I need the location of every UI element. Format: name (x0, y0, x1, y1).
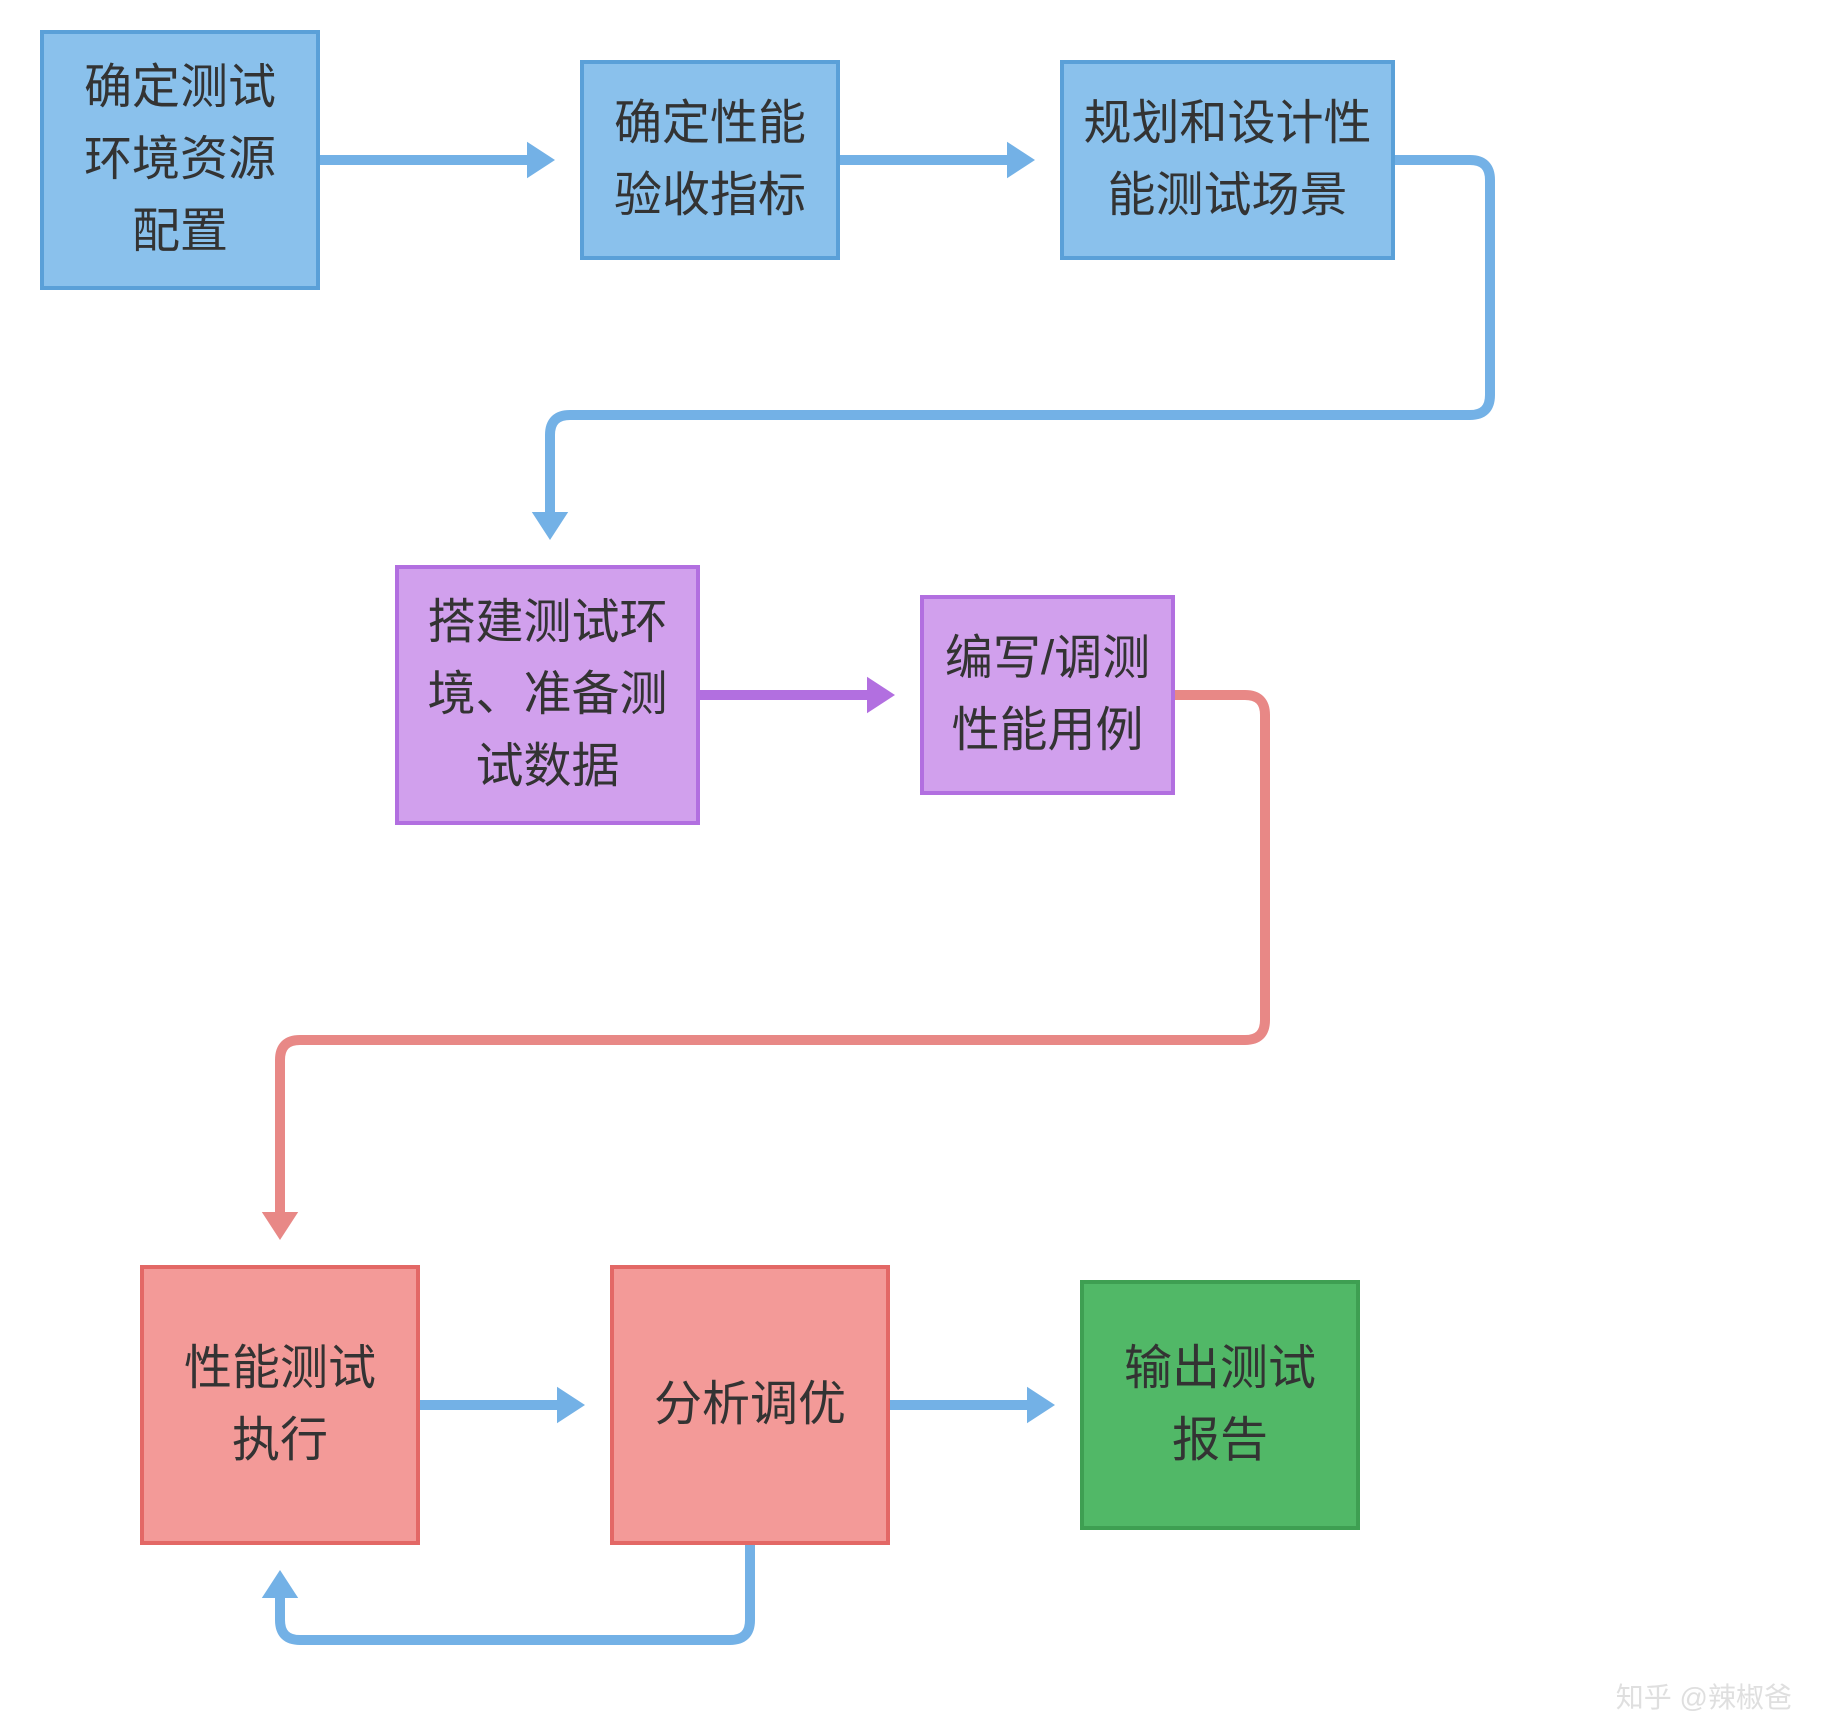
flowchart-node-n5: 编写/调测 性能用例 (920, 595, 1175, 795)
flowchart-node-n4: 搭建测试环 境、准备测 试数据 (395, 565, 700, 825)
watermark: 知乎 @辣椒爸 (1616, 1676, 1792, 1716)
flowchart-node-n1: 确定测试 环境资源 配置 (40, 30, 320, 290)
flowchart-node-n8: 输出测试 报告 (1080, 1280, 1360, 1530)
flowchart-node-n3: 规划和设计性 能测试场景 (1060, 60, 1395, 260)
flowchart-node-n7: 分析调优 (610, 1265, 890, 1545)
flowchart-node-n6: 性能测试 执行 (140, 1265, 420, 1545)
flowchart-node-n2: 确定性能 验收指标 (580, 60, 840, 260)
